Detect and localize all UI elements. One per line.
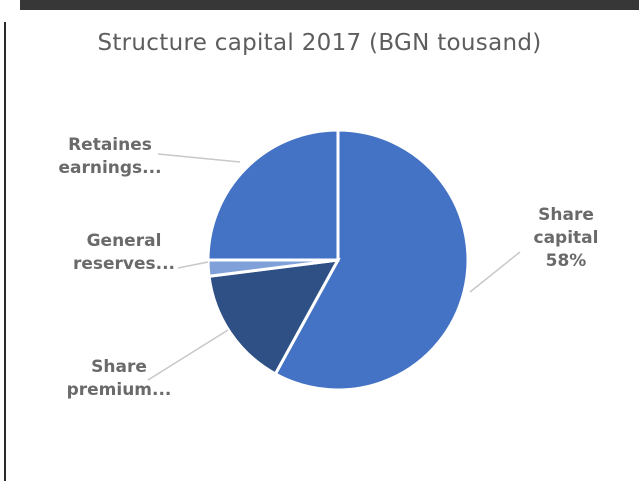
data-label-3: Retaines earnings... [58,135,161,178]
data-label-0-line-0: Share [538,205,594,225]
leader-line-1 [147,329,229,381]
data-label-2-line-0: General [87,231,162,251]
pie-slice-1 [207,258,341,376]
data-labels: Share capital 58% Share premium... General res… [58,135,598,400]
data-label-1: Share premium... [67,357,172,400]
scan-artifact-top [20,0,639,10]
data-label-2: General reserves... [73,231,175,274]
chart-title: Structure capital 2017 (BGN tousand) [97,30,542,56]
leader-line-3 [157,153,241,163]
data-label-1-line-1: premium... [67,380,172,400]
chart-left-border [4,22,6,481]
data-label-0-line-2: 58% [546,251,587,271]
data-label-3-line-1: earnings... [58,158,161,178]
data-label-1-line-0: Share [91,357,147,377]
pie-slice-0 [273,128,470,392]
data-label-0-line-1: capital [534,228,599,248]
leader-line-0 [469,251,521,293]
leader-lines [147,153,521,381]
leader-line-2 [177,261,209,269]
data-label-0: Share capital 58% [534,205,599,271]
pie-slices [206,128,470,392]
data-label-3-line-0: Retaines [68,135,152,155]
data-label-2-line-1: reserves... [73,254,175,274]
pie-slice-3 [206,128,340,262]
